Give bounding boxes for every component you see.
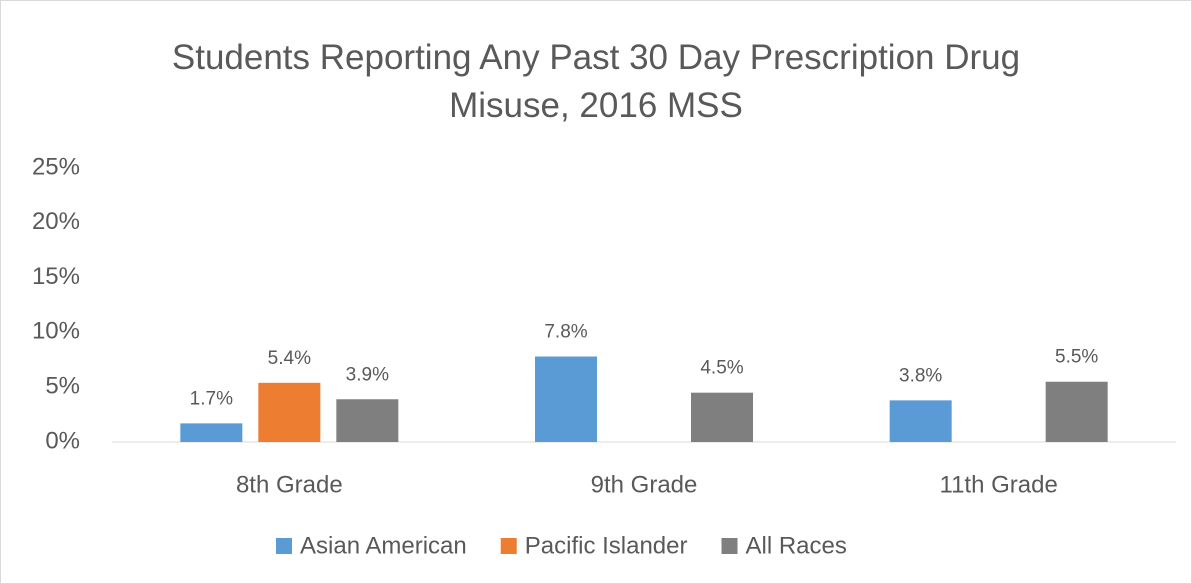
y-tick-label: 25%	[32, 153, 80, 180]
legend-swatch	[500, 538, 517, 554]
bar	[691, 392, 753, 442]
bar	[258, 382, 321, 442]
y-tick-label: 20%	[32, 208, 80, 235]
bar	[889, 400, 952, 442]
legend-label: Asian American	[300, 532, 467, 559]
data-label: 1.7%	[190, 388, 233, 409]
data-label: 7.8%	[544, 322, 587, 343]
x-tick-label: 11th Grade	[940, 471, 1058, 498]
x-tick-label: 9th Grade	[591, 471, 698, 498]
data-label: 5.5%	[1055, 347, 1098, 368]
legend-swatch	[721, 538, 738, 554]
chart-title: Students Reporting Any Past 30 Day Presc…	[171, 38, 1021, 125]
data-label: 5.4%	[268, 348, 311, 369]
x-tick-label: 8th Grade	[236, 471, 343, 498]
bar	[535, 356, 597, 442]
legend-label: All Races	[746, 532, 847, 559]
y-tick-label: 15%	[32, 263, 80, 290]
data-label: 3.8%	[899, 365, 942, 386]
bar	[336, 399, 399, 442]
bar	[1045, 381, 1108, 442]
data-label: 4.5%	[700, 358, 743, 379]
y-tick-label: 0%	[45, 427, 80, 454]
data-label: 3.9%	[346, 364, 389, 385]
legend-label: Pacific Islander	[525, 532, 688, 559]
bar	[180, 423, 243, 442]
y-tick-label: 5%	[45, 373, 80, 400]
y-tick-label: 10%	[32, 318, 80, 345]
legend-swatch	[276, 538, 292, 554]
